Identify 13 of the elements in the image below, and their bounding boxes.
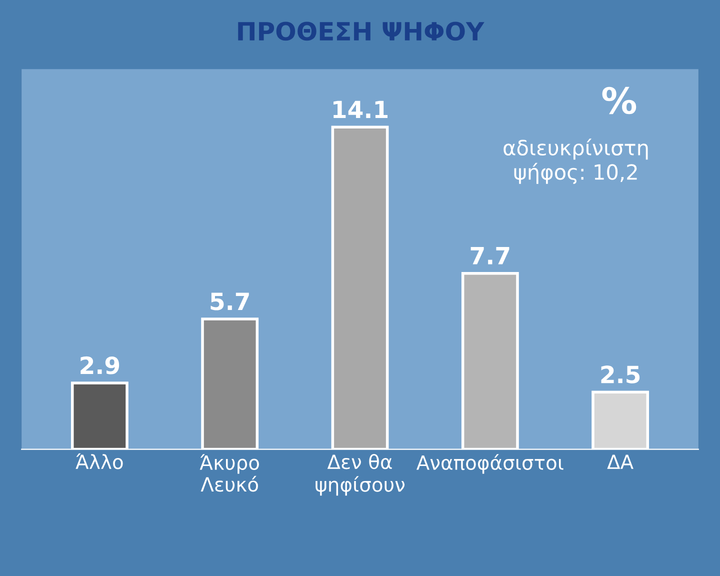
chart-title: ΠΡΟΘΕΣΗ ΨΗΦΟΥ: [238, 22, 484, 41]
data-label: 7.7: [470, 247, 510, 264]
data-label: 5.7: [210, 292, 249, 310]
x-tick-label: Άλλο: [76, 453, 123, 470]
text: %: [602, 86, 636, 114]
data-label: 2.9: [80, 356, 120, 374]
x-tick-label: Αναποφάσιστοι: [416, 454, 564, 474]
annotation: αδιευκρίνιστη ψήφος: 10,2: [504, 138, 648, 184]
x-tick-label: Δεν θα ψηφίσουν: [316, 454, 405, 496]
x-tick-label: Άκυρο Λευκό: [200, 454, 259, 492]
x-tick-label: ΔΑ: [607, 454, 634, 469]
data-label: 2.5: [601, 366, 640, 384]
data-label: 14.1: [334, 100, 388, 118]
